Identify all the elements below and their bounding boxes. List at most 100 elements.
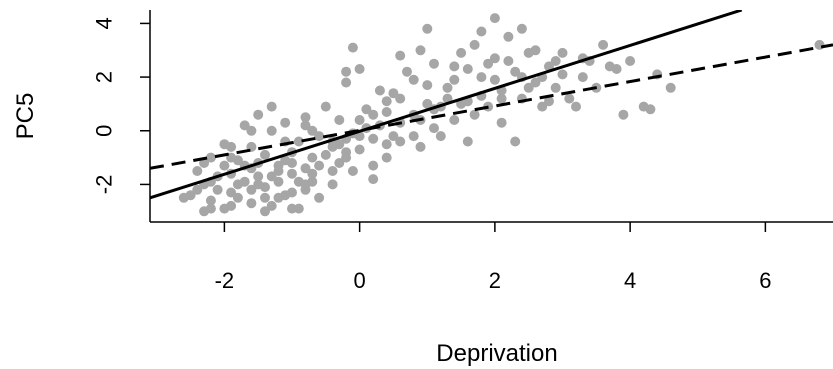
- data-point: [253, 171, 264, 182]
- data-point: [395, 136, 406, 147]
- data-point: [246, 184, 257, 195]
- data-point: [368, 109, 379, 120]
- data-point: [226, 200, 237, 211]
- data-point: [273, 160, 284, 171]
- data-point: [307, 152, 318, 163]
- data-point: [246, 125, 257, 136]
- data-point: [381, 96, 392, 107]
- data-point: [415, 141, 426, 152]
- data-point: [645, 104, 656, 115]
- y-tick-label: -2: [92, 175, 117, 195]
- data-point: [665, 82, 676, 93]
- y-tick-label: 0: [92, 125, 117, 137]
- x-tick-label: -2: [215, 268, 235, 293]
- data-point: [449, 115, 460, 125]
- data-point: [429, 58, 439, 69]
- data-point: [456, 47, 467, 58]
- data-point: [462, 136, 473, 147]
- data-point: [192, 166, 203, 176]
- data-point: [388, 88, 399, 99]
- data-point: [442, 82, 453, 93]
- data-point: [361, 104, 372, 115]
- data-point: [530, 45, 541, 56]
- data-point: [523, 82, 534, 93]
- data-point: [212, 184, 223, 195]
- data-point: [266, 125, 277, 136]
- data-point: [550, 56, 561, 66]
- data-point: [489, 74, 500, 85]
- data-point: [395, 50, 406, 61]
- data-point: [341, 152, 352, 163]
- data-point: [381, 152, 392, 163]
- data-point: [489, 13, 500, 24]
- data-point: [462, 64, 473, 74]
- data-point: [273, 176, 284, 187]
- x-tick-label: 2: [489, 268, 501, 293]
- data-point: [422, 98, 433, 109]
- data-point: [402, 66, 412, 77]
- data-point: [381, 139, 392, 150]
- y-axis-title: PC5: [12, 93, 39, 140]
- data-point: [293, 136, 304, 147]
- data-point: [219, 160, 230, 171]
- data-point: [314, 131, 325, 142]
- data-point: [496, 117, 507, 128]
- data-point: [476, 26, 487, 37]
- data-point: [287, 203, 297, 214]
- data-point: [226, 187, 237, 198]
- data-point: [260, 192, 270, 203]
- data-point: [253, 179, 264, 190]
- data-point: [334, 158, 345, 168]
- data-point: [266, 101, 277, 112]
- x-tick-label: 0: [354, 268, 366, 293]
- data-point: [422, 80, 433, 91]
- data-point: [280, 117, 291, 128]
- axes-layer: [140, 10, 833, 232]
- data-point: [368, 133, 379, 144]
- data-point: [557, 69, 568, 80]
- data-point: [232, 179, 243, 190]
- data-point: [266, 200, 277, 211]
- data-point: [307, 168, 318, 179]
- data-point: [503, 31, 514, 42]
- solid-fit-line: [150, 10, 743, 200]
- data-point: [496, 93, 507, 104]
- data-point: [260, 149, 270, 160]
- data-point: [205, 203, 216, 214]
- data-point: [564, 93, 575, 104]
- data-point: [320, 101, 331, 112]
- lines-layer: [150, 10, 833, 200]
- data-point: [334, 115, 345, 125]
- data-point: [320, 149, 331, 160]
- data-point: [287, 168, 297, 179]
- x-axis-title: Deprivation: [436, 340, 557, 367]
- data-point: [374, 85, 385, 96]
- data-point: [516, 23, 527, 34]
- data-point: [354, 144, 365, 155]
- data-point: [314, 192, 325, 203]
- data-point: [327, 166, 338, 176]
- data-point: [381, 107, 392, 117]
- data-point: [449, 74, 460, 85]
- data-point: [408, 74, 419, 85]
- data-point: [368, 160, 379, 171]
- data-point: [347, 166, 358, 176]
- data-point: [449, 61, 460, 72]
- data-point: [354, 115, 365, 125]
- data-point: [287, 158, 297, 168]
- y-tick-label: 2: [92, 71, 117, 83]
- data-point: [814, 39, 825, 50]
- data-point: [408, 131, 419, 142]
- data-point: [544, 96, 554, 107]
- data-point: [483, 58, 494, 69]
- x-tick-label: 6: [759, 268, 771, 293]
- x-tick-label: 4: [624, 268, 636, 293]
- data-point: [537, 101, 548, 112]
- data-point: [510, 66, 521, 77]
- data-point: [239, 120, 250, 131]
- data-point: [571, 101, 581, 112]
- points-layer: [178, 13, 825, 217]
- data-point: [300, 163, 311, 174]
- data-point: [415, 45, 426, 56]
